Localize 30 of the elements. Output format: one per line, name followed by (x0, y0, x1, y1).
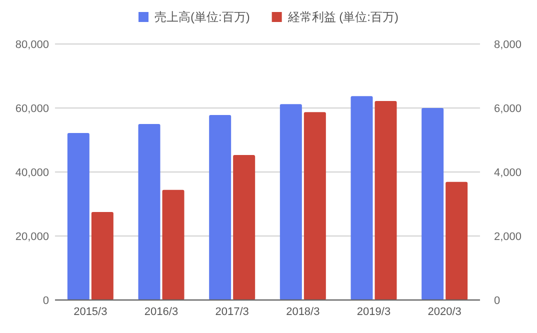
bar (304, 112, 326, 300)
y2-tick-label: 4,000 (494, 167, 522, 179)
x-tick-label: 2017/3 (215, 306, 249, 318)
bar (91, 212, 114, 300)
bar (422, 108, 444, 300)
y-tick-label: 80,000 (15, 39, 49, 51)
y-tick-label: 40,000 (15, 167, 49, 179)
bar (350, 96, 373, 300)
y-tick-label: 60,000 (15, 103, 49, 115)
y2-tick-label: 6,000 (494, 103, 522, 115)
bar (446, 182, 468, 300)
bar (162, 190, 184, 300)
x-tick-label: 2019/3 (356, 306, 391, 318)
y2-tick-label: 2,000 (494, 231, 522, 243)
y2-tick-label: 0 (494, 295, 500, 307)
x-tick-label: 2018/3 (286, 306, 320, 318)
x-tick-label: 2015/3 (74, 306, 108, 318)
y-tick-label: 20,000 (15, 231, 49, 243)
y-tick-label: 0 (42, 295, 49, 307)
bar (233, 155, 256, 300)
bar (209, 115, 232, 300)
x-tick-label: 2020/3 (428, 306, 462, 318)
bar (374, 100, 397, 300)
bar (67, 132, 90, 300)
x-tick-label: 2016/3 (144, 306, 178, 318)
legend-label: 売上高(単位:百万) (154, 10, 250, 24)
y2-tick-label: 8,000 (494, 39, 522, 51)
legend-label: 経常利益 (単位:百万) (286, 10, 398, 24)
bar (280, 104, 302, 300)
bar (138, 124, 160, 300)
